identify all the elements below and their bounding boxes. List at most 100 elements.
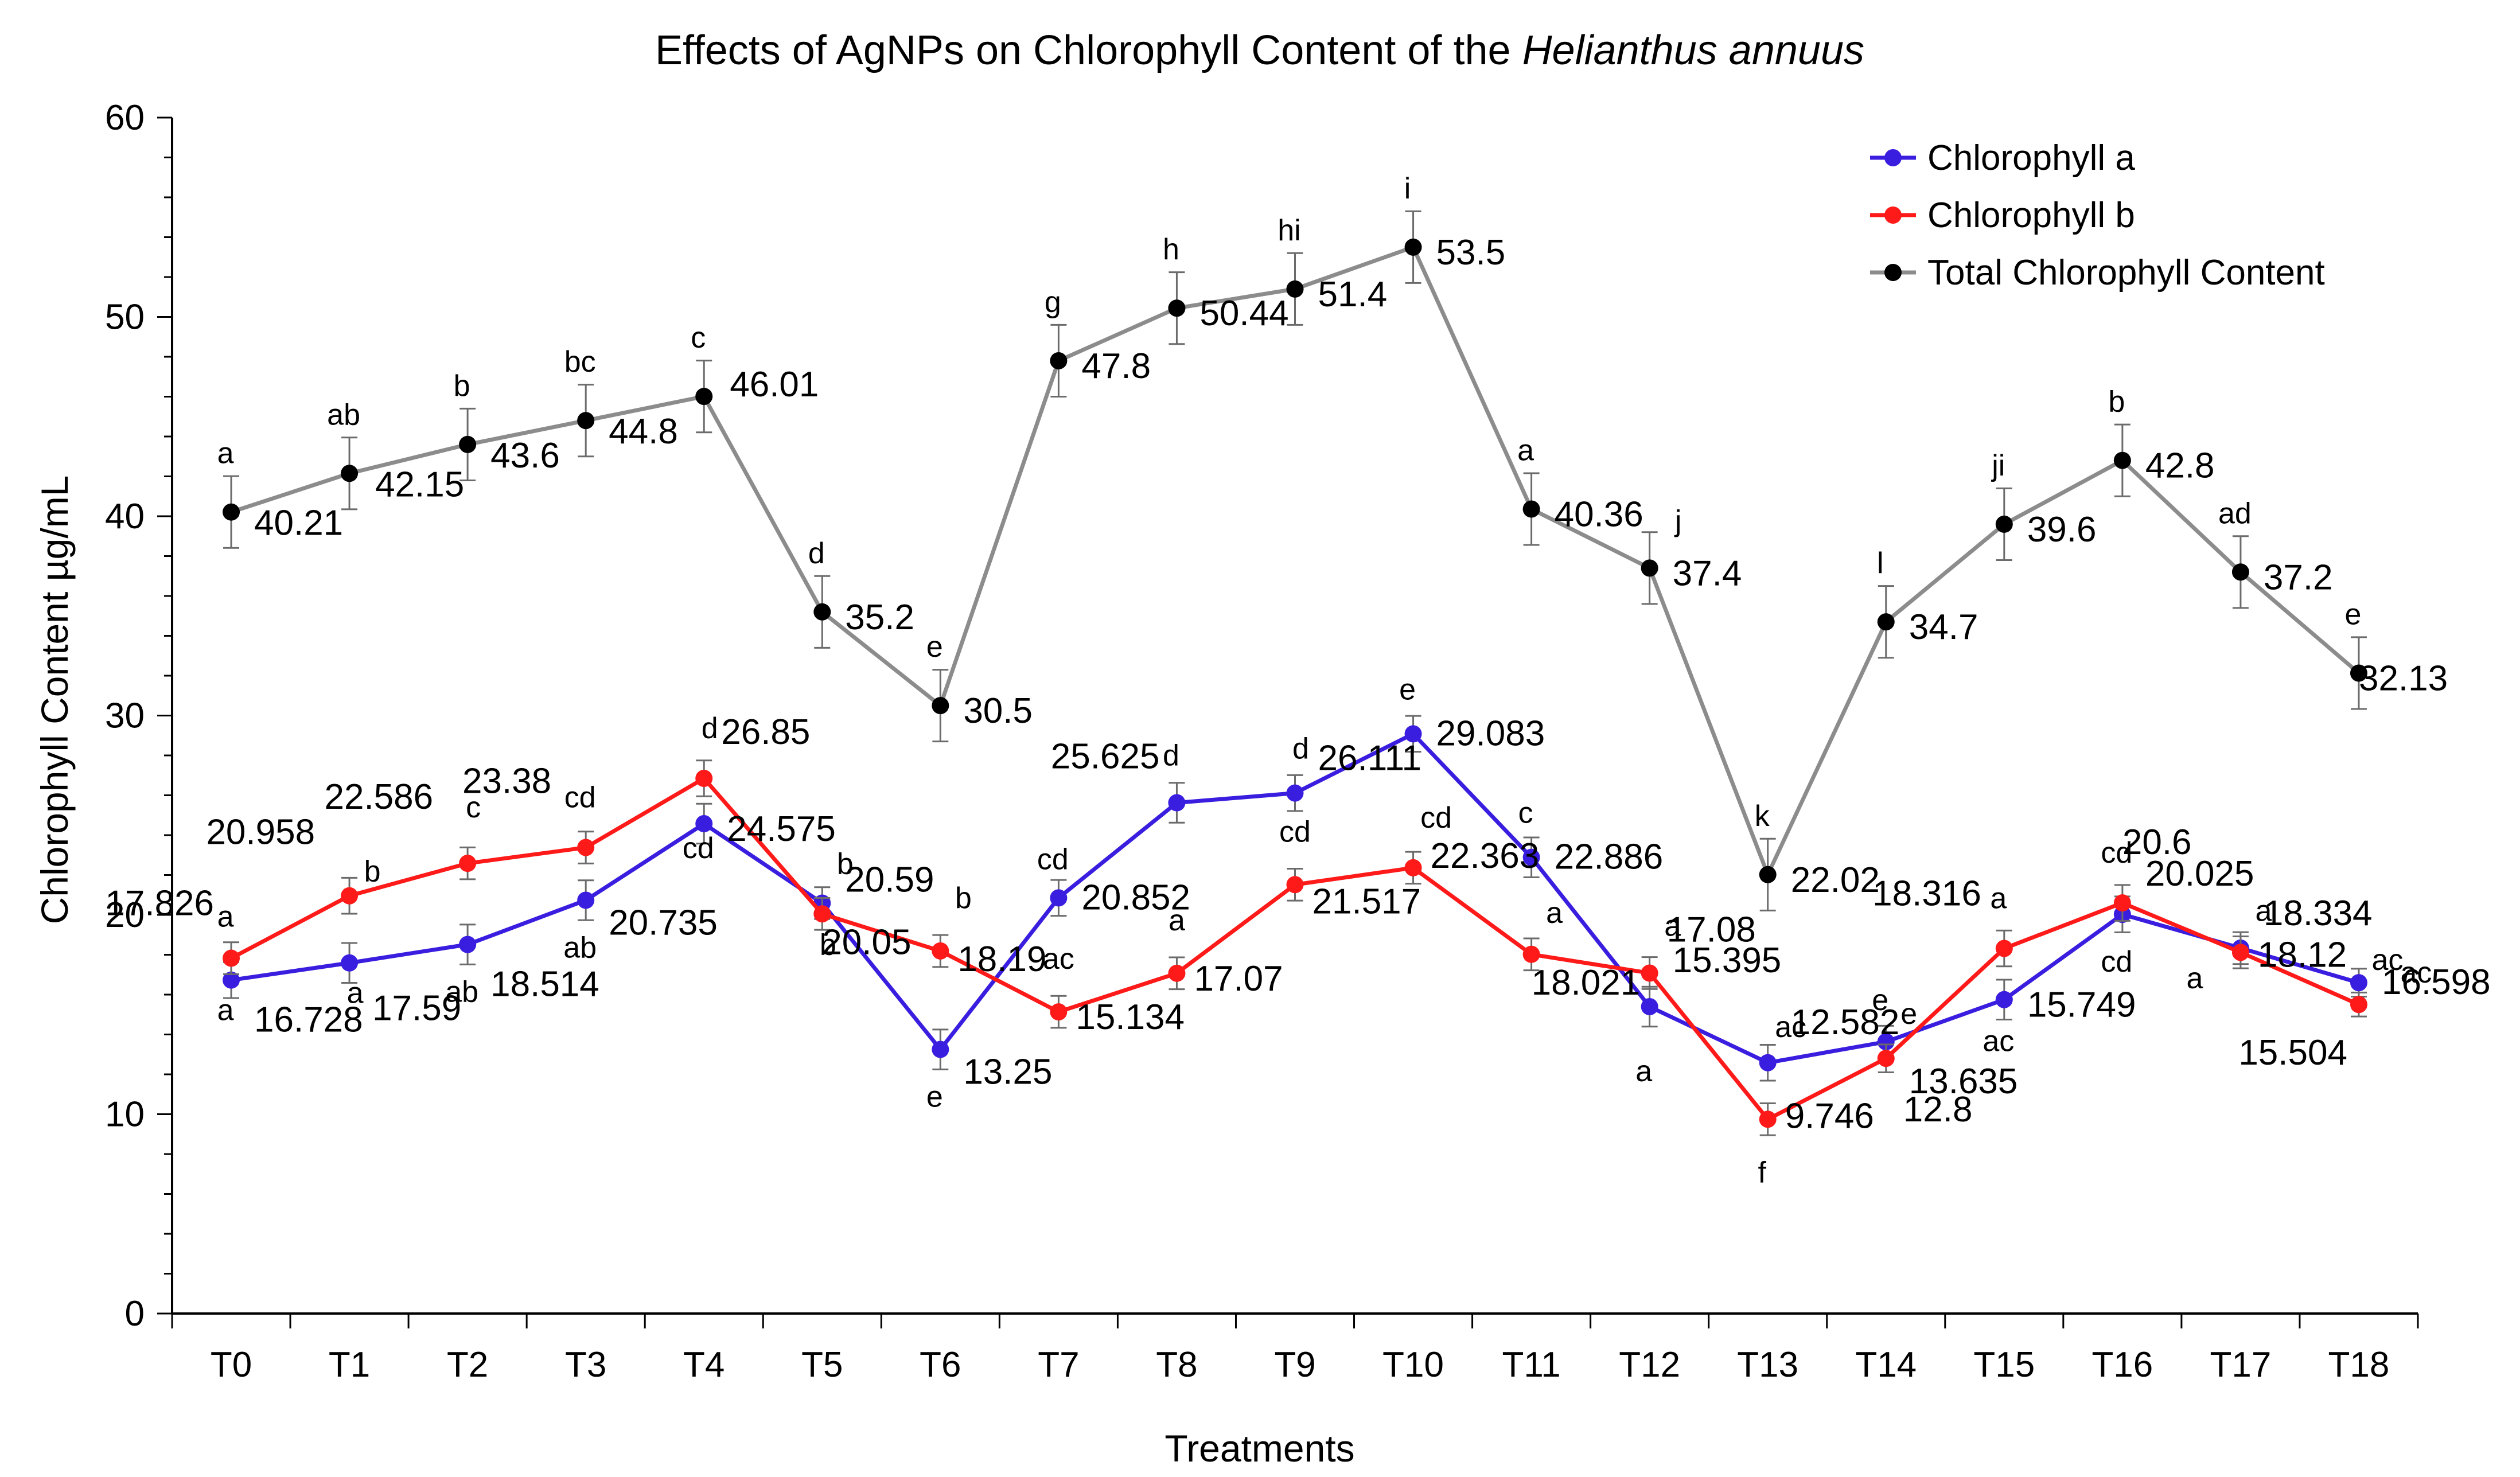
data-point	[1641, 559, 1658, 577]
data-point	[2350, 996, 2367, 1014]
x-tick-label: T10	[1382, 1345, 1444, 1385]
x-tick-label: T17	[2210, 1345, 2271, 1385]
data-point	[459, 435, 477, 453]
data-label: 18.316	[1872, 874, 1981, 914]
x-tick-label: T11	[1502, 1345, 1560, 1385]
data-label: 26.111	[1318, 739, 1421, 778]
significance-letter: ab	[327, 398, 360, 431]
data-point	[1050, 889, 1068, 907]
significance-letter: ac	[1982, 1025, 2014, 1058]
significance-letter: k	[1755, 800, 1770, 833]
y-axis-title: Chlorophyll Content µg/mL	[33, 476, 76, 925]
data-point	[813, 603, 831, 621]
data-label: 22.886	[1555, 837, 1664, 877]
data-label: 16.598	[2382, 962, 2491, 1002]
data-label: 17.08	[1667, 910, 1756, 949]
data-label: 24.575	[727, 809, 836, 849]
legend: Chlorophyll a Chlorophyll b Total Chloroph…	[1870, 138, 2325, 293]
data-label: 37.4	[1673, 554, 1742, 593]
data-point	[1168, 794, 1186, 812]
legend-marker	[1884, 264, 1902, 281]
data-label: 30.5	[963, 691, 1033, 731]
significance-letter: b	[2108, 385, 2125, 419]
significance-letter: e	[926, 1081, 943, 1114]
data-point	[1522, 945, 1540, 963]
data-point	[1641, 964, 1658, 982]
significance-letter: a	[1664, 909, 1681, 942]
data-point	[341, 954, 359, 972]
x-tick-label: T9	[1274, 1345, 1315, 1385]
data-point	[695, 815, 713, 833]
data-point	[1641, 998, 1658, 1016]
data-label: 20.6	[2122, 823, 2192, 862]
significance-letter: cd	[2101, 945, 2132, 979]
data-point	[1286, 784, 1304, 802]
data-point	[341, 465, 359, 482]
y-tick-label: 20	[105, 895, 145, 935]
significance-letter: a	[1169, 904, 1185, 937]
significance-letter: ad	[2218, 497, 2252, 530]
significance-letter: cd	[1420, 801, 1452, 835]
significance-letter: e	[1399, 673, 1416, 706]
data-label: 22.586	[324, 777, 433, 817]
data-label: 37.2	[2264, 558, 2333, 597]
legend-marker	[1884, 206, 1902, 224]
data-point	[1168, 299, 1186, 317]
significance-letter: d	[1163, 739, 1179, 773]
y-tick-label: 10	[105, 1095, 145, 1135]
y-tick-label: 50	[105, 298, 145, 337]
data-label: 20.735	[609, 903, 718, 942]
data-label: 22.363	[1431, 836, 1540, 876]
data-point	[695, 388, 713, 406]
data-label: 32.13	[2359, 658, 2448, 698]
data-point	[1404, 725, 1422, 743]
significance-letter: ab	[445, 976, 478, 1009]
data-point	[577, 839, 595, 856]
significance-letter: hi	[1277, 214, 1300, 247]
data-label: 25.625	[1051, 737, 1160, 777]
series-total-chlorophyll-content	[223, 210, 2367, 911]
significance-letter: e	[926, 630, 943, 664]
data-point	[932, 1040, 949, 1058]
x-tick-label: T8	[1156, 1345, 1197, 1385]
data-point	[1877, 1033, 1895, 1051]
significance-letter: ji	[1991, 449, 2005, 482]
data-label: 20.05	[822, 922, 911, 962]
significance-letter: a	[217, 901, 234, 934]
data-point	[459, 936, 477, 953]
y-tick-label: 30	[105, 696, 145, 736]
legend-item: Total Chlorophyll Content	[1870, 253, 2325, 293]
significance-letter: b	[820, 928, 836, 961]
x-tick-label: T4	[683, 1345, 725, 1385]
data-point	[1404, 859, 1422, 876]
data-label: 18.19	[957, 940, 1046, 979]
data-point	[1050, 1003, 1068, 1021]
data-point	[2350, 664, 2367, 682]
x-tick-label: T2	[447, 1345, 488, 1385]
data-point	[1995, 940, 2013, 957]
x-tick-label: T3	[565, 1345, 606, 1385]
data-point	[932, 697, 949, 715]
data-label: 12.8	[1903, 1090, 1973, 1129]
significance-letter: cd	[564, 781, 596, 815]
data-point	[223, 949, 240, 967]
data-label: 13.635	[1909, 1062, 2018, 1101]
y-tick-label: 60	[105, 98, 145, 138]
significance-letter: ac	[1043, 942, 1074, 976]
x-tick-label: T15	[1973, 1345, 2035, 1385]
data-point	[1995, 515, 2013, 533]
data-label: 42.8	[2145, 446, 2215, 486]
significance-letter: c	[1518, 797, 1533, 830]
significance-letter: b	[364, 855, 381, 888]
data-point	[2113, 451, 2131, 469]
data-point	[1168, 964, 1186, 982]
significance-letter: c	[691, 321, 706, 354]
significance-letter: ac	[2372, 944, 2404, 977]
y-tick-label: 0	[125, 1294, 145, 1334]
data-label: 51.4	[1318, 275, 1388, 314]
data-label: 13.25	[963, 1053, 1052, 1092]
data-label: 9.746	[1785, 1096, 1874, 1136]
x-tick-label: T0	[211, 1345, 252, 1385]
data-label: 34.7	[1909, 607, 1978, 647]
